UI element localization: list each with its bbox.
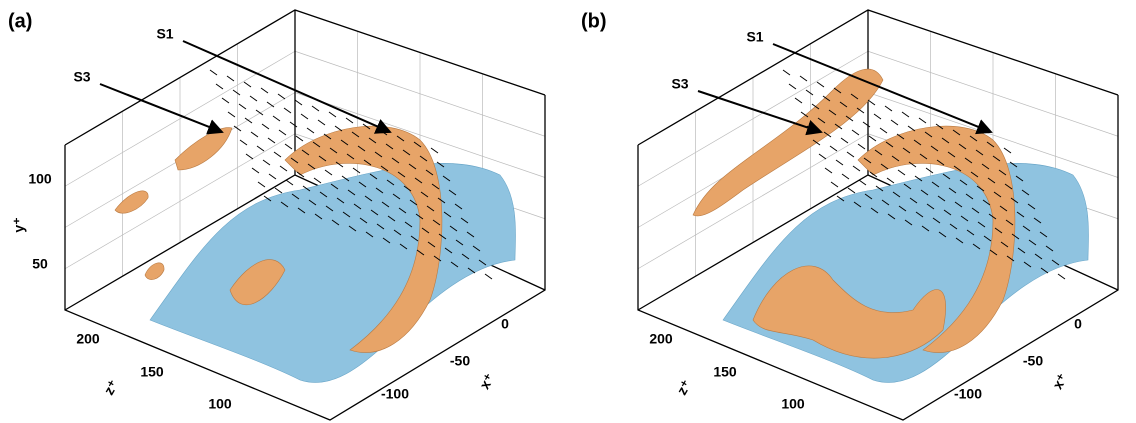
x-tick-label: -50: [450, 353, 470, 369]
y-tick-label: 100: [28, 171, 52, 187]
y-axis-label: y⁺: [11, 217, 27, 232]
z-tick-label: 100: [208, 396, 232, 412]
panel-label: (a): [8, 10, 32, 32]
grid-line: [294, 92, 546, 178]
annotation: S1: [156, 26, 173, 42]
annotation: S1: [746, 29, 763, 45]
annotation-arrow: [99, 83, 224, 135]
iso-surface-blue: [149, 163, 516, 383]
grid-line: [637, 133, 869, 270]
x-tick-label: 0: [501, 316, 509, 332]
vector-field: [782, 69, 1066, 280]
iso-surface-orange: [114, 127, 286, 306]
x-tick-label: 0: [1074, 316, 1082, 332]
z-tick-label: 200: [649, 331, 673, 347]
grid-line: [867, 92, 1119, 178]
x-tick-label: -50: [1023, 353, 1043, 369]
x-axis-label: x⁺: [476, 371, 497, 392]
panel-label: (b): [581, 10, 607, 32]
z-axis-label: z⁺: [100, 377, 121, 397]
x-tick-label: -100: [954, 386, 982, 402]
z-tick-label: 150: [713, 364, 737, 380]
annotation-arrow: [772, 43, 993, 135]
annotation: S3: [73, 69, 90, 85]
vector-field: [209, 69, 493, 280]
annotation-arrow: [182, 40, 392, 134]
z-tick-label: 100: [781, 396, 805, 412]
x-tick-label: -100: [381, 386, 409, 402]
z-tick-label: 200: [76, 331, 100, 347]
z-axis-label: z⁺: [673, 377, 694, 397]
z-tick-label: 150: [140, 364, 164, 380]
y-tick-label: 50: [32, 256, 48, 272]
annotation: S3: [671, 76, 688, 92]
annotation-arrow: [697, 90, 823, 136]
panel: (a) S1 S3 100 50 y⁺ 200 150 100 z⁺ 0 -50 -100 x⁺: [8, 9, 546, 421]
x-axis-label: x⁺: [1049, 371, 1070, 392]
grid-line: [64, 133, 296, 270]
box-frame: [64, 9, 546, 421]
panel: (b) S1 S3 200 150 100 z⁺ 0 -50 -100 x⁺: [581, 9, 1119, 421]
